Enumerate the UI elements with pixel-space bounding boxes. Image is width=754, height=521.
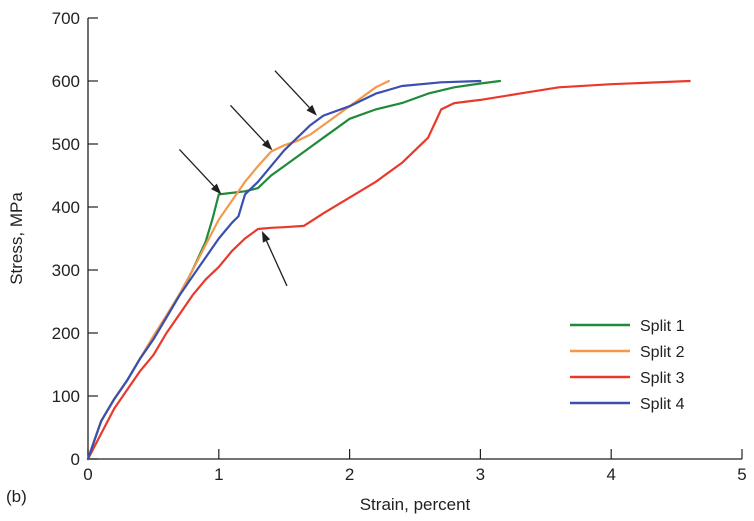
x-tick-label: 5 (737, 465, 746, 484)
series-line-split-3 (86, 79, 691, 461)
panel-label: (b) (6, 487, 27, 506)
y-tick-label: 600 (52, 72, 80, 91)
x-tick-label: 3 (476, 465, 485, 484)
y-tick-label: 400 (52, 198, 80, 217)
series-line-split-4 (86, 79, 482, 461)
y-tick-label: 0 (71, 450, 80, 469)
y-tick-label: 300 (52, 261, 80, 280)
annotation-arrowhead (261, 139, 273, 151)
y-tick-label: 700 (52, 9, 80, 28)
annotation-arrow (274, 70, 310, 109)
x-tick-label: 2 (345, 465, 354, 484)
annotation-arrowhead (210, 183, 222, 195)
x-tick-label: 4 (606, 465, 615, 484)
legend-label-split-1: Split 1 (640, 318, 685, 335)
x-tick-label: 1 (214, 465, 223, 484)
y-axis-title: Stress, MPa (7, 192, 26, 285)
legend: Split 1 Split 2 Split 3 Split 4 (570, 318, 685, 413)
legend-label-split-4: Split 4 (640, 396, 685, 413)
x-tick-label: 0 (83, 465, 92, 484)
y-tick-label: 500 (52, 135, 80, 154)
series-line-split-1 (86, 79, 502, 461)
y-tick-label: 100 (52, 387, 80, 406)
y-ticks: 0 100 200 300 400 500 600 700 (52, 9, 98, 469)
annotation-arrow (265, 240, 288, 287)
annotation-arrow (229, 104, 266, 143)
series-layer (86, 79, 691, 461)
annotation-arrow (178, 148, 215, 187)
y-tick-label: 200 (52, 324, 80, 343)
legend-label-split-3: Split 3 (640, 370, 685, 387)
annotation-arrowhead (261, 230, 271, 243)
annotation-arrows (178, 70, 317, 287)
x-axis-title: Strain, percent (360, 495, 471, 514)
x-ticks: 0 1 2 3 4 5 (83, 449, 747, 484)
series-line-split-2 (86, 79, 390, 461)
annotation-arrowhead (306, 104, 317, 116)
legend-label-split-2: Split 2 (640, 344, 685, 361)
axes (87, 18, 742, 460)
